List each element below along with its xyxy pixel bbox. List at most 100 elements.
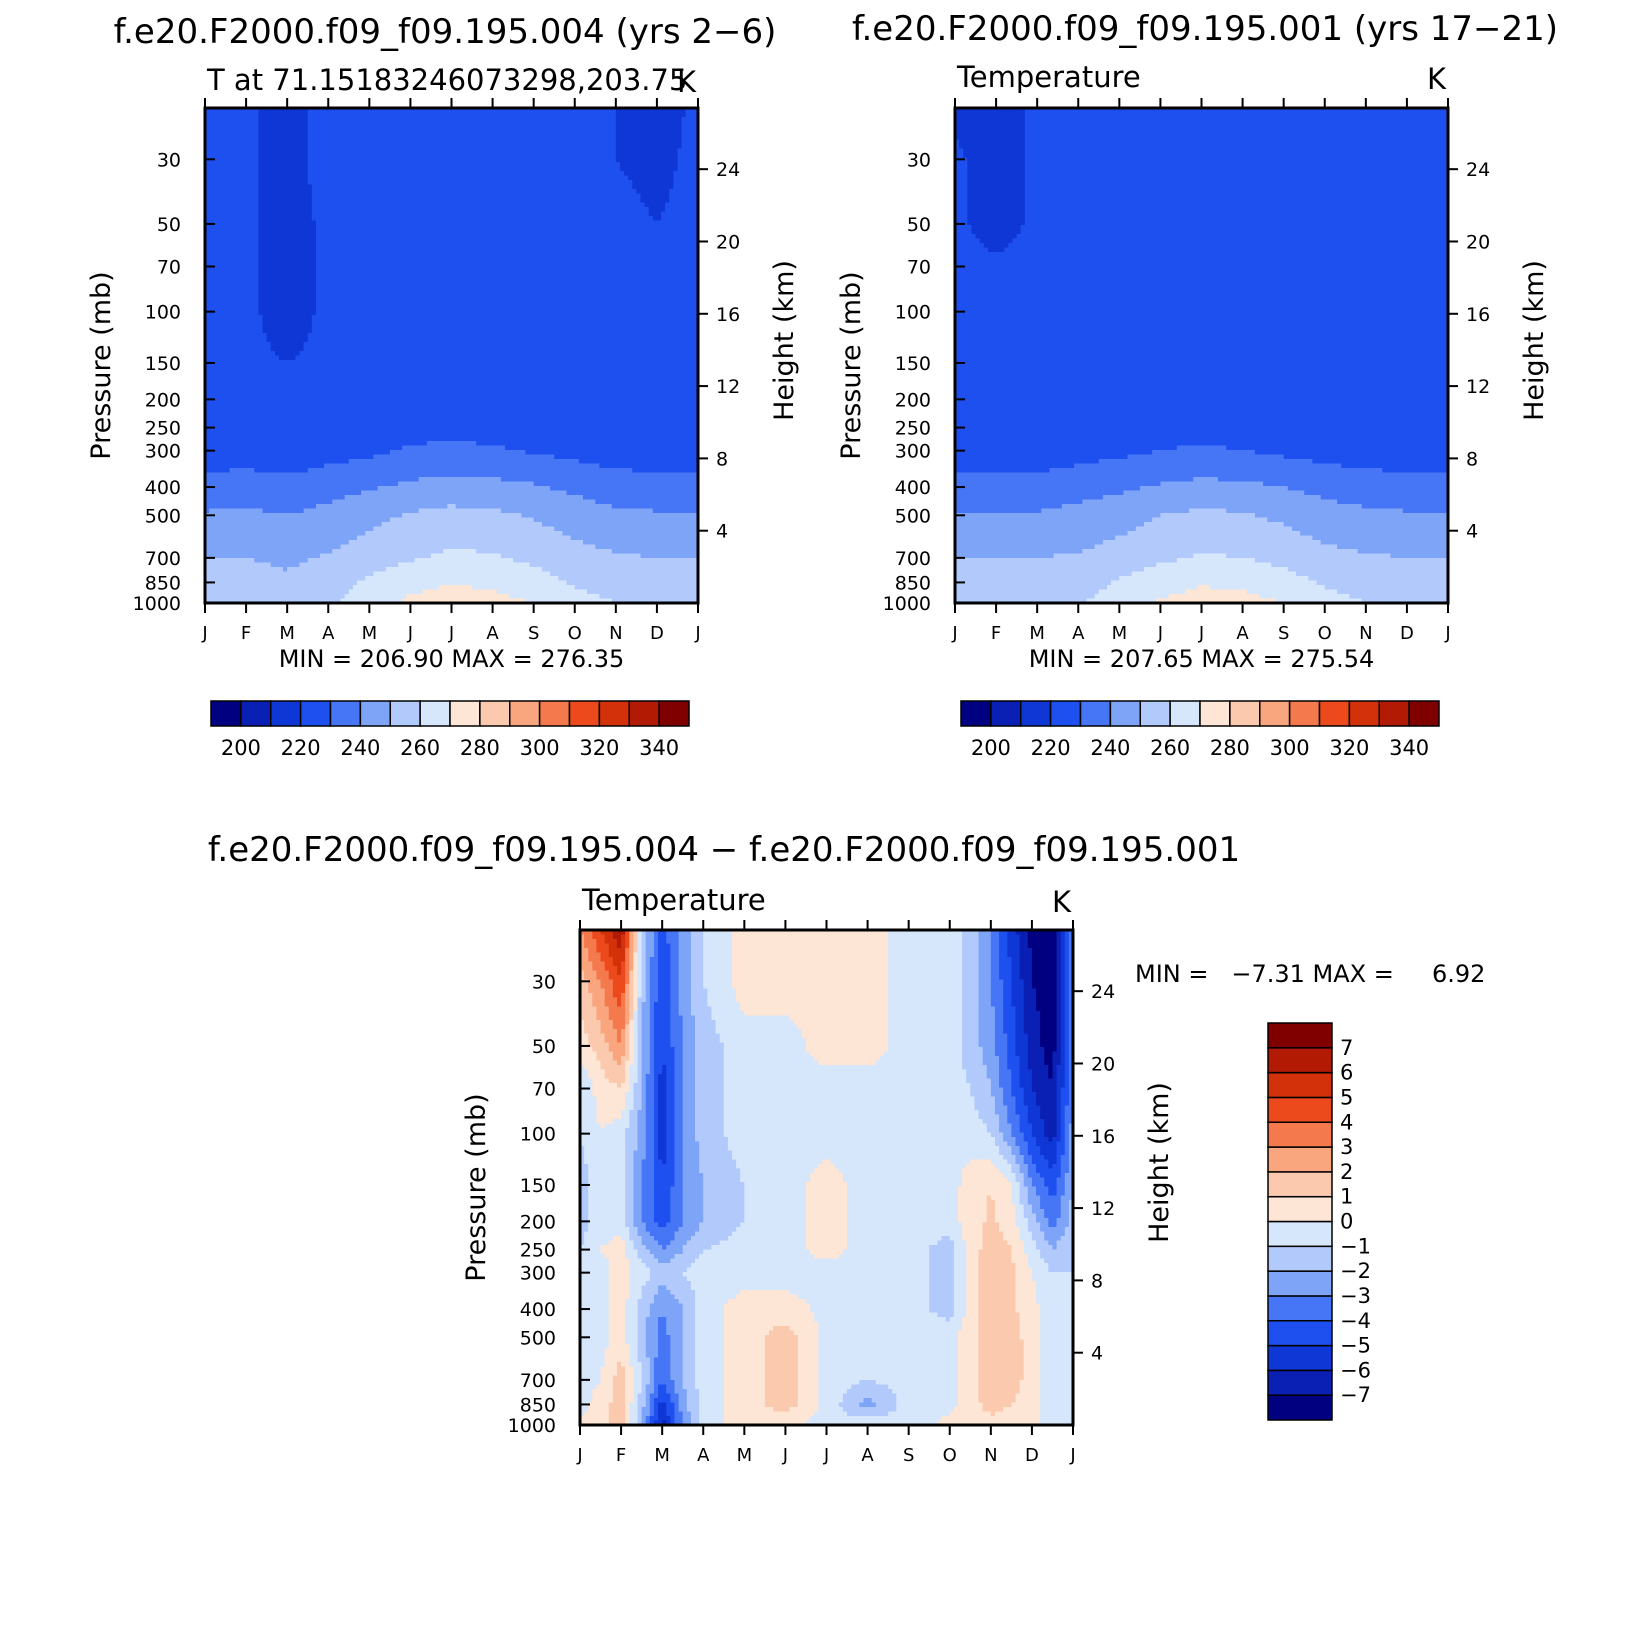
colorbar-label: −2 <box>1340 1259 1371 1283</box>
xtick-label: M <box>1112 623 1128 644</box>
contour-field <box>580 930 1073 1425</box>
panel-3: 3050701001502002503004005007008501000242… <box>208 830 1486 1466</box>
xtick-label: J <box>576 1445 582 1466</box>
chart-subtitle-left: T at 71.15183246073298,203.75 <box>206 63 687 97</box>
ytick-right-label: 16 <box>716 304 740 326</box>
colorbar-box <box>1267 1220 1333 1248</box>
colorbar-box <box>210 700 242 727</box>
colorbar-box <box>1288 700 1321 727</box>
ytick-label: 700 <box>520 1370 556 1392</box>
ytick-label: 150 <box>895 353 931 375</box>
xtick-label: J <box>951 623 957 644</box>
colorbar-box <box>960 700 992 727</box>
xtick-label: N <box>1359 623 1372 644</box>
xtick-label: A <box>1236 623 1249 644</box>
chart-subtitle-left: Temperature <box>581 883 766 917</box>
colorbar-box <box>1169 700 1201 727</box>
xtick-label: D <box>1400 623 1414 644</box>
ytick-label: 150 <box>520 1175 556 1197</box>
colorbar-box <box>1199 700 1231 727</box>
ytick-right-label: 20 <box>716 231 740 253</box>
ytick-right-label: 8 <box>1091 1270 1103 1292</box>
ytick-right-label: 4 <box>1091 1343 1103 1365</box>
xtick-label: N <box>984 1445 997 1466</box>
xtick-label: O <box>943 1445 957 1466</box>
xtick-label: M <box>279 623 295 644</box>
ytick-label: 850 <box>895 572 931 594</box>
colorbar-box <box>1109 700 1141 727</box>
xtick-label: A <box>1072 623 1085 644</box>
contour-field <box>955 108 1448 603</box>
colorbar-box <box>1267 1369 1333 1396</box>
xtick-label: F <box>991 623 1001 644</box>
xtick-label: S <box>528 623 539 644</box>
ytick-label: 1000 <box>133 593 181 615</box>
colorbar-box <box>1049 700 1082 727</box>
xtick-label: D <box>650 623 664 644</box>
colorbar-box <box>1348 700 1380 727</box>
colorbar-label: −4 <box>1340 1309 1371 1333</box>
colorbar-label: 260 <box>1150 736 1190 760</box>
ytick-label: 500 <box>520 1327 556 1349</box>
colorbar-label: 2 <box>1340 1160 1353 1184</box>
ytick-label: 50 <box>907 214 931 236</box>
ytick-label: 850 <box>520 1394 556 1416</box>
colorbar-box <box>1267 1146 1333 1173</box>
chart-title: f.e20.F2000.f09_f09.195.001 (yrs 17−21) <box>852 9 1558 49</box>
xtick-label: M <box>362 623 378 644</box>
colorbar-box <box>1267 1022 1333 1049</box>
xtick-label: J <box>1444 623 1450 644</box>
ytick-right-label: 24 <box>1091 981 1115 1003</box>
colorbar-box <box>1259 700 1291 727</box>
chart-title: f.e20.F2000.f09_f09.195.004 − f.e20.F200… <box>208 830 1240 870</box>
ytick-label: 1000 <box>508 1415 556 1437</box>
ytick-label: 300 <box>145 441 181 463</box>
y-axis-label: Pressure (mb) <box>836 271 867 459</box>
xtick-label: A <box>486 623 499 644</box>
ytick-label: 100 <box>520 1124 556 1146</box>
colorbar-box <box>359 700 391 727</box>
ytick-label: 200 <box>145 389 181 411</box>
ytick-label: 30 <box>157 149 181 171</box>
ytick-right-label: 8 <box>716 448 728 470</box>
minmax-text: MIN = 207.65 MAX = 275.54 <box>1029 645 1375 673</box>
colorbar-box <box>1267 1171 1333 1198</box>
ytick-label: 700 <box>895 548 931 570</box>
colorbar-box <box>568 700 601 727</box>
xtick-label: N <box>609 623 622 644</box>
colorbar-box <box>299 700 332 727</box>
colorbar-label: 5 <box>1340 1085 1353 1109</box>
colorbar-label: 7 <box>1340 1036 1353 1060</box>
ytick-right-label: 8 <box>1466 448 1478 470</box>
ytick-label: 1000 <box>883 593 931 615</box>
colorbar-box <box>1267 1344 1333 1372</box>
chart-units: K <box>677 65 697 99</box>
colorbar: 200 220 240 260 280 300 320 340 <box>210 700 690 760</box>
xtick-label: J <box>407 623 413 644</box>
colorbar-label: 220 <box>1031 736 1071 760</box>
ytick-label: 250 <box>520 1240 556 1262</box>
colorbar-box <box>1139 700 1171 727</box>
ytick-label: 70 <box>157 257 181 279</box>
colorbar-box <box>1267 1245 1333 1272</box>
ytick-label: 70 <box>907 257 931 279</box>
colorbar-label: −3 <box>1340 1284 1371 1308</box>
xtick-label: J <box>1157 623 1163 644</box>
ytick-label: 200 <box>520 1211 556 1233</box>
colorbar-label: 320 <box>579 736 619 760</box>
colorbar-box <box>1318 700 1351 727</box>
panel-1: 3050701001502002503004005007008501000242… <box>86 12 800 760</box>
colorbar-box <box>449 700 481 727</box>
ytick-label: 500 <box>145 505 181 527</box>
colorbar: 200 220 240 260 280 300 320 340 <box>960 700 1440 760</box>
xtick-label: A <box>861 1445 874 1466</box>
colorbar-label: 320 <box>1329 736 1369 760</box>
ytick-right-label: 24 <box>1466 159 1490 181</box>
colorbar-box <box>240 700 272 727</box>
colorbar-label: 240 <box>340 736 380 760</box>
colorbar-box <box>1079 700 1112 727</box>
colorbar-label: 300 <box>1270 736 1310 760</box>
xtick-label: M <box>737 1445 753 1466</box>
panel-2: 3050701001502002503004005007008501000242… <box>836 9 1558 760</box>
